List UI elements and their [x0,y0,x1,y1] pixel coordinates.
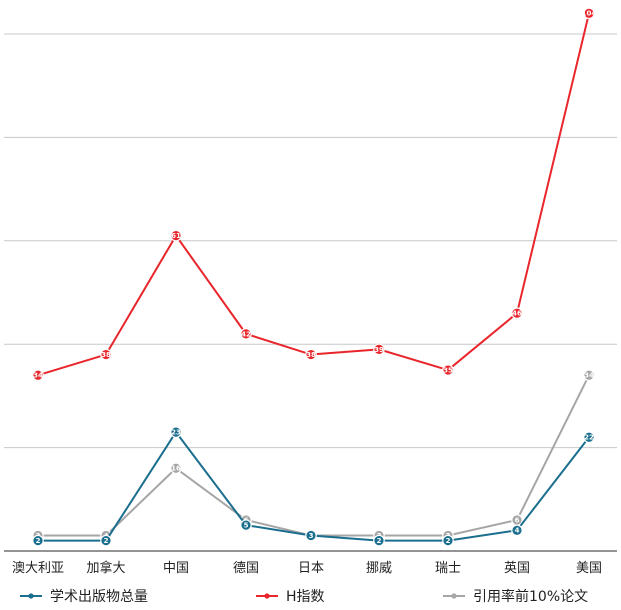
series-line [38,431,590,542]
series-layer: 3416633363422235322422343861423839354610… [32,7,597,547]
data-point[interactable] [170,229,182,242]
series-line [37,13,590,377]
data-point[interactable] [511,307,523,319]
x-tick-label: 挪威 [366,561,392,576]
legend-label: 学术出版物总量 [50,589,148,605]
data-label: 34 [33,372,43,380]
legend-item[interactable]: 引用率前10%论文 [443,588,588,605]
data-label: 16 [171,465,181,473]
legend-item[interactable]: 学术出版物总量 [20,589,148,605]
data-point[interactable] [32,369,44,382]
data-label: 42 [241,330,251,338]
x-tick-label: 德国 [233,561,259,576]
data-point[interactable] [442,364,454,376]
data-point[interactable] [511,524,523,537]
data-label: 23 [171,428,181,436]
data-point[interactable] [583,369,595,382]
legend-label: H指数 [286,589,325,605]
x-tick-label: 澳大利亚 [12,560,64,576]
data-point[interactable] [240,519,252,531]
series-1: 34 38 61 42 38 39 35 46 104 [32,7,597,382]
data-label: 4 [515,527,520,535]
legend-swatch-marker [28,593,34,599]
data-point[interactable] [583,431,595,444]
x-tick-label: 中国 [163,561,189,576]
x-tick-label: 加拿大 [86,560,125,576]
legend-label: 引用率前10%论文 [473,588,588,605]
data-point[interactable] [442,534,454,547]
x-tick-label: 英国 [504,561,530,576]
data-label: 34 [584,372,594,380]
data-label: 6 [515,516,520,524]
data-point[interactable] [373,534,385,547]
x-tick-label: 瑞士 [435,561,461,576]
data-label: 104 [582,10,597,18]
x-tick-label: 日本 [298,561,324,576]
data-point[interactable] [305,348,317,361]
data-label: 39 [374,346,384,354]
data-label: 2 [446,537,451,545]
x-tick-label: 美国 [576,561,602,576]
data-point[interactable] [305,529,317,542]
series-2: 34166333634 [32,369,595,542]
data-point[interactable] [240,328,252,340]
legend: 学术出版物总量 H指数 引用率前10%论文 [20,588,588,605]
data-label: 61 [171,232,181,240]
data-point[interactable] [373,343,385,356]
data-label: 3 [309,532,314,540]
data-label: 2 [104,537,109,545]
data-point[interactable] [100,348,112,361]
x-axis-ticks: 澳大利亚 加拿大 中国 德国 日本 挪威 瑞士 英国 美国 [12,560,602,576]
data-label: 35 [443,366,453,374]
data-point[interactable] [170,426,182,438]
legend-item[interactable]: H指数 [256,589,325,605]
series-line [38,374,590,537]
data-label: 38 [101,351,111,359]
data-label: 5 [244,522,249,530]
legend-swatch-marker [264,593,270,599]
data-label: 46 [512,310,522,318]
data-point[interactable] [100,534,112,547]
legend-swatch-marker [451,593,457,599]
grid-layer [4,33,617,552]
data-label: 2 [36,537,41,545]
data-label: 22 [584,434,594,442]
data-point[interactable] [32,534,44,547]
data-point[interactable] [583,7,595,20]
data-label: 2 [377,537,382,545]
data-label: 38 [306,351,316,359]
data-point[interactable] [170,462,182,475]
